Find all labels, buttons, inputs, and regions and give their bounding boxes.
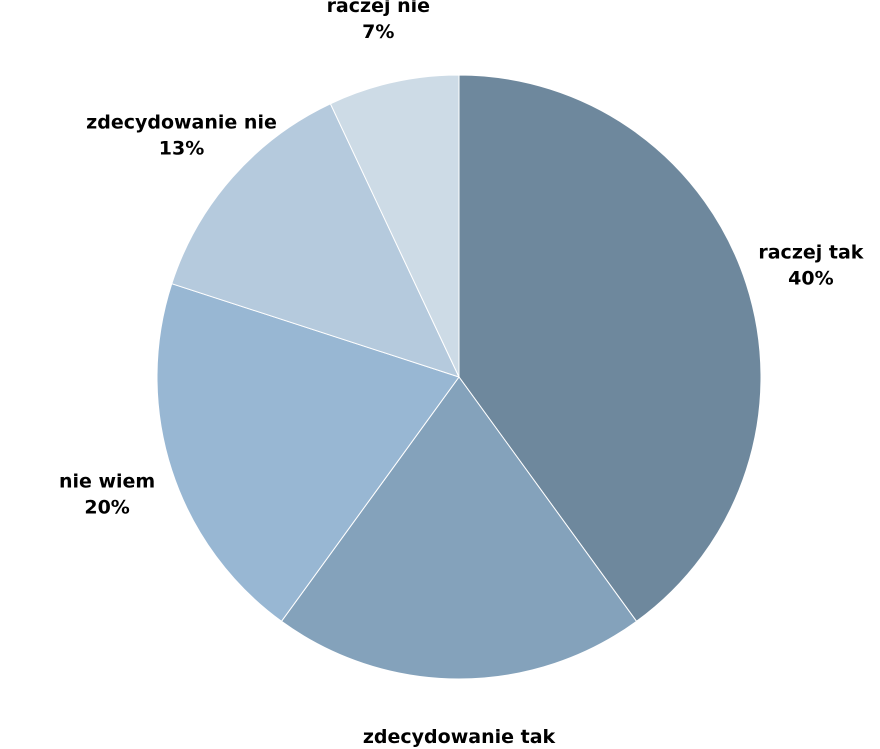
slice-label-0: raczej tak 40% — [758, 242, 863, 290]
slice-category-label: zdecydowanie tak — [363, 726, 556, 748]
slice-value-label: 40% — [788, 268, 833, 290]
pie-slice-3 — [171, 103, 460, 378]
slice-value-label: 13% — [159, 137, 204, 159]
slice-value-label: 20% — [84, 496, 129, 518]
slice-category-label: raczej nie — [327, 0, 430, 17]
slice-label-1: zdecydowanie tak20% — [363, 726, 556, 748]
pie-slice-0 — [458, 74, 762, 623]
pie-slice-4 — [329, 74, 460, 378]
slice-category-label: nie wiem — [59, 470, 155, 492]
slice-category-label: raczej tak — [758, 242, 863, 264]
slice-value-label: 7% — [362, 21, 394, 43]
slice-label-4: raczej nie 7% — [327, 0, 430, 43]
slice-category-label: zdecydowanie nie — [86, 111, 277, 133]
slice-label-3: zdecydowanie nie 13% — [86, 111, 277, 159]
slice-label-2: nie wiem 20% — [59, 470, 155, 518]
pie-slice-1 — [280, 376, 638, 680]
pie-slice-2 — [156, 283, 460, 623]
